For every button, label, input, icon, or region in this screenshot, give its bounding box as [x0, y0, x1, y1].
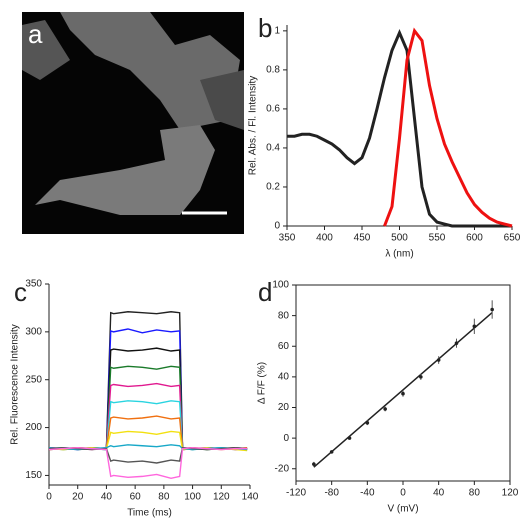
cell [22, 20, 70, 80]
y-tick-label: 60 [278, 341, 290, 352]
y-tick-label: 0.4 [266, 143, 280, 154]
plot-frame [295, 284, 511, 482]
cell [60, 12, 240, 130]
panel-label: a [28, 19, 43, 49]
x-tick-label: 80 [158, 492, 170, 503]
point [490, 307, 494, 312]
point [347, 436, 352, 440]
y-tick-label: 1 [274, 25, 280, 36]
y-tick-label: 350 [25, 279, 42, 290]
point [419, 375, 423, 379]
trace [48, 311, 248, 451]
y-tick-label: 0 [274, 221, 280, 232]
cell [35, 125, 215, 215]
y-tick-label: 40 [278, 372, 290, 383]
x-tick-label: 500 [391, 233, 408, 244]
y-tick-label: 80 [278, 310, 290, 321]
x-tick-label: 100 [184, 492, 201, 503]
y-tick-label: 0.8 [266, 65, 280, 76]
y-tick-label: -20 [275, 463, 290, 474]
y-tick-label: 150 [25, 470, 42, 481]
y-tick-label: 100 [272, 280, 289, 291]
x-tick-label: 550 [429, 233, 446, 244]
x-axis-label: Time (ms) [127, 508, 172, 519]
x-axis-label: λ (nm) [385, 249, 413, 260]
x-tick-label: 0 [46, 492, 52, 503]
x-tick-label: -80 [324, 488, 339, 499]
y-axis-label: Rel. Fluorescence Intensity [10, 324, 21, 445]
y-tick-label: 0.2 [266, 182, 280, 193]
y-tick-label: 0.6 [266, 104, 280, 115]
point [329, 450, 334, 454]
x-tick-label: 350 [279, 233, 296, 244]
x-tick-label: 450 [354, 233, 371, 244]
y-tick-label: 20 [278, 402, 290, 413]
trace [383, 27, 513, 228]
x-tick-label: 80 [469, 488, 481, 499]
panel-label: d [258, 277, 272, 307]
trace [48, 365, 248, 451]
point [472, 324, 477, 329]
x-tick-label: 60 [130, 492, 142, 503]
panel-label: c [14, 277, 27, 307]
y-tick-label: 0 [283, 433, 289, 444]
x-tick-label: 120 [213, 492, 230, 503]
trace [287, 28, 512, 228]
cell [200, 70, 244, 130]
x-tick-label: 600 [466, 233, 483, 244]
x-tick-label: 0 [400, 488, 406, 499]
y-tick-label: 200 [25, 422, 42, 433]
y-tick-label: 300 [25, 326, 42, 337]
trace [48, 347, 248, 451]
y-axis-label: Δ F/F (%) [257, 362, 268, 404]
x-tick-label: 400 [316, 233, 333, 244]
y-tick-label: 250 [25, 374, 42, 385]
point [454, 341, 459, 345]
point [312, 462, 316, 466]
point [401, 391, 405, 396]
point [383, 407, 387, 411]
x-tick-label: 40 [101, 492, 113, 503]
y-axis-label: Rel. Abs. / Fl. Intensity [248, 76, 259, 175]
trace [48, 446, 248, 480]
x-tick-label: 20 [72, 492, 84, 503]
x-tick-label: -120 [286, 488, 306, 499]
x-axis-label: V (mV) [387, 504, 418, 515]
x-tick-label: 40 [433, 488, 445, 499]
point [436, 358, 441, 362]
x-tick-label: -40 [360, 488, 375, 499]
trace [48, 328, 248, 451]
x-tick-label: 120 [502, 488, 519, 499]
micrograph: a [22, 12, 244, 234]
fit-line [313, 311, 493, 468]
point [365, 421, 370, 425]
x-tick-label: 650 [504, 233, 521, 244]
panel-label: b [258, 13, 272, 43]
trace [48, 400, 248, 451]
x-tick-label: 140 [242, 492, 259, 503]
